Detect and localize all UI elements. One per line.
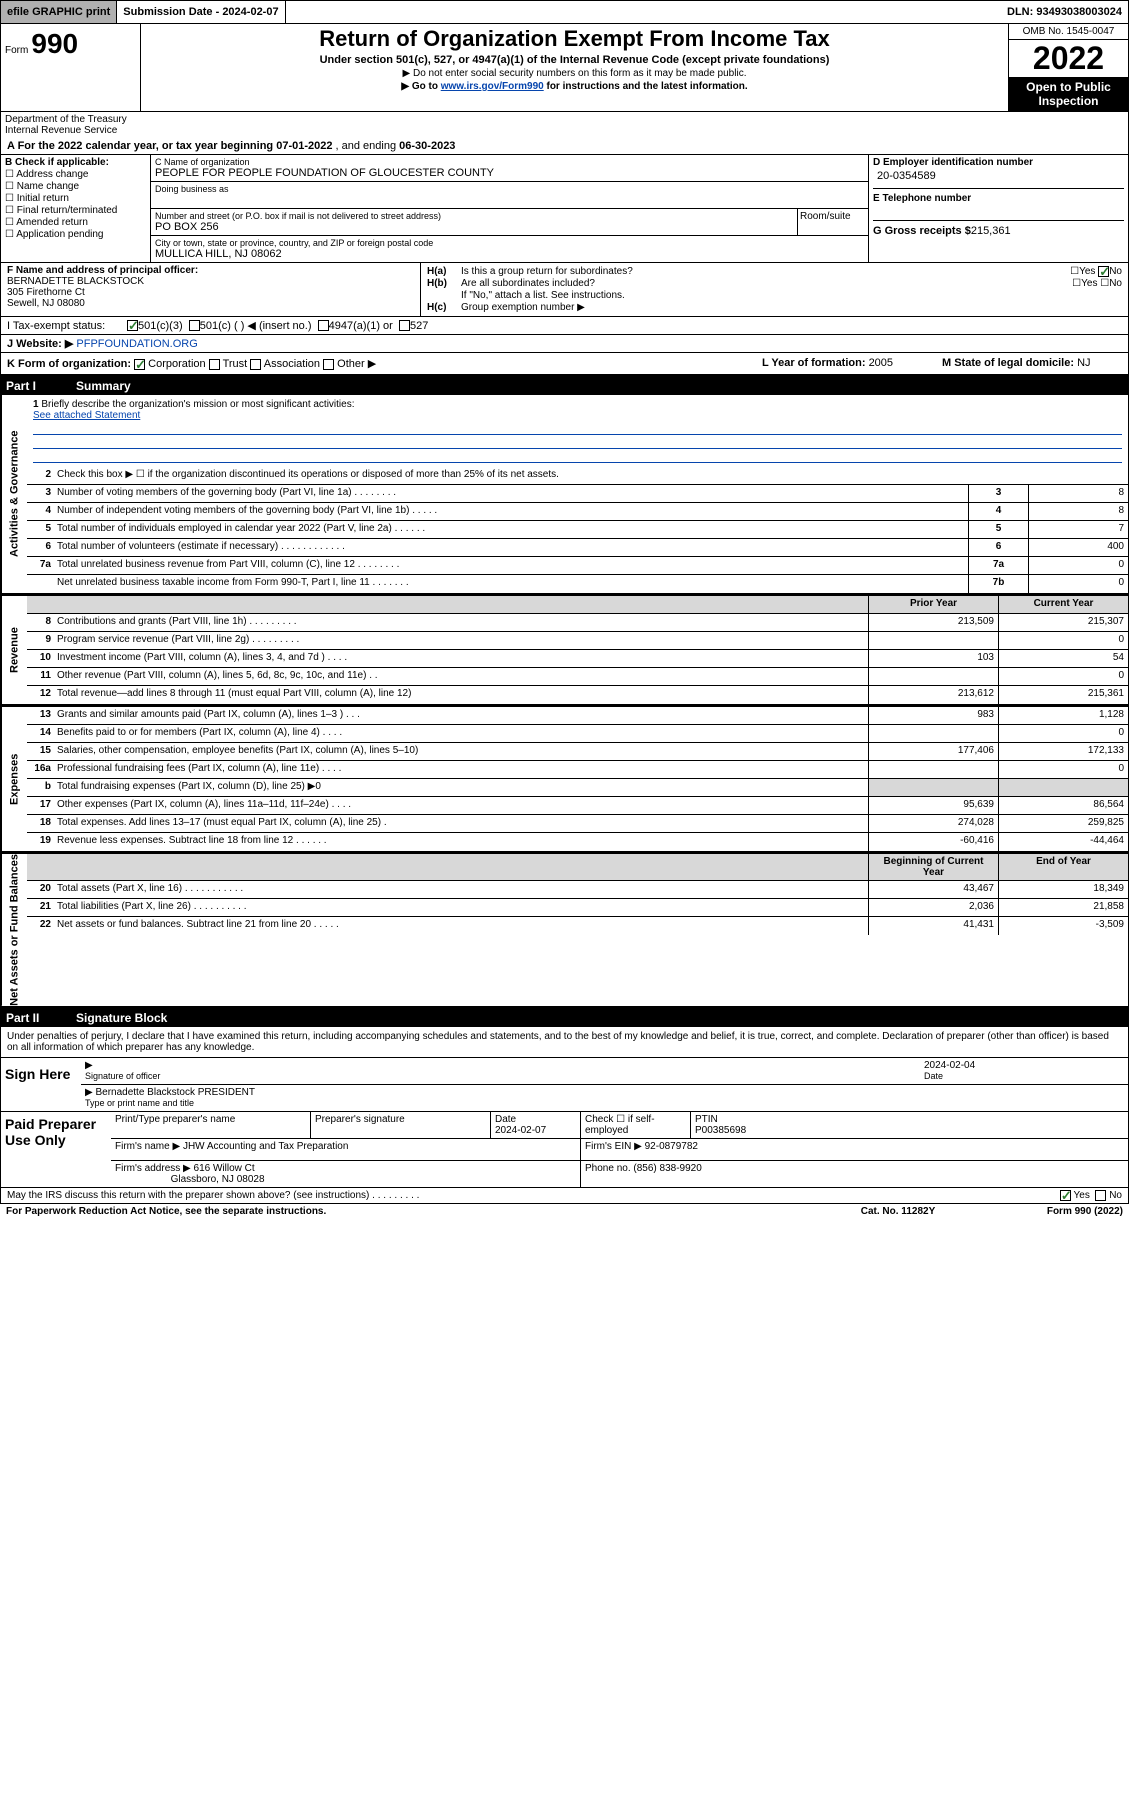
chk-final-return[interactable]: ☐ Final return/terminated <box>5 205 146 216</box>
footer-row: For Paperwork Reduction Act Notice, see … <box>0 1204 1129 1219</box>
row-i-tax-status: I Tax-exempt status: 501(c)(3) 501(c) ( … <box>0 316 1129 334</box>
chk-name-change[interactable]: ☐ Name change <box>5 181 146 192</box>
chk-4947[interactable] <box>318 320 329 331</box>
paid-preparer-block: Paid Preparer Use Only Print/Type prepar… <box>0 1112 1129 1188</box>
dln-number: DLN: 93493038003024 <box>1001 1 1128 23</box>
gross-receipts-value: 215,361 <box>971 225 1011 237</box>
col-f-officer: F Name and address of principal officer:… <box>1 263 421 316</box>
ein-label: D Employer identification number <box>873 157 1124 168</box>
form-label: Form <box>5 45 28 56</box>
side-label-revenue: Revenue <box>1 596 27 704</box>
sign-here-label: Sign Here <box>1 1058 81 1111</box>
side-label-activities: Activities & Governance <box>1 395 27 593</box>
chk-other[interactable] <box>323 359 334 370</box>
dba-label: Doing business as <box>155 184 864 194</box>
chk-501c[interactable] <box>189 320 200 331</box>
org-city: MULLICA HILL, NJ 08062 <box>155 248 864 260</box>
efile-print-button[interactable]: efile GRAPHIC print <box>1 1 117 23</box>
chk-amended-return[interactable]: ☐ Amended return <box>5 217 146 228</box>
block-fh: F Name and address of principal officer:… <box>0 262 1129 316</box>
form-subtitle: Under section 501(c), 527, or 4947(a)(1)… <box>143 54 1006 66</box>
col-b-checkboxes: B Check if applicable: ☐ Address change … <box>1 155 151 262</box>
section-a-tax-year: A For the 2022 calendar year, or tax yea… <box>0 138 1129 155</box>
gross-receipts-label: G Gross receipts $ <box>873 225 971 237</box>
expenses-section: Expenses 13Grants and similar amounts pa… <box>0 707 1129 854</box>
public-inspection-banner: Open to Public Inspection <box>1009 77 1128 111</box>
org-address: PO BOX 256 <box>155 221 793 233</box>
chk-corporation[interactable] <box>134 359 145 370</box>
net-assets-section: Net Assets or Fund Balances Beginning of… <box>0 854 1129 1009</box>
tax-year: 2022 <box>1009 40 1128 77</box>
phone-label: E Telephone number <box>873 193 1124 204</box>
sign-here-block: Sign Here ▶Signature of officer 2024-02-… <box>0 1058 1129 1112</box>
city-label: City or town, state or province, country… <box>155 238 864 248</box>
col-d-ein: D Employer identification number 20-0354… <box>868 155 1128 262</box>
side-label-net-assets: Net Assets or Fund Balances <box>1 854 27 1006</box>
org-name-label: C Name of organization <box>155 157 864 167</box>
room-suite-label: Room/suite <box>798 209 868 235</box>
submission-date: Submission Date - 2024-02-07 <box>117 1 285 23</box>
addr-label: Number and street (or P.O. box if mail i… <box>155 211 793 221</box>
form-note-ssn: ▶ Do not enter social security numbers o… <box>143 68 1006 79</box>
form-note-link: ▶ Go to www.irs.gov/Form990 for instruct… <box>143 81 1006 92</box>
ha-no-checked <box>1098 266 1109 277</box>
side-label-expenses: Expenses <box>1 707 27 851</box>
part-ii-header: Part IISignature Block <box>0 1009 1129 1027</box>
top-bar: efile GRAPHIC print Submission Date - 20… <box>0 0 1129 24</box>
org-name: PEOPLE FOR PEOPLE FOUNDATION OF GLOUCEST… <box>155 167 864 179</box>
dept-treasury: Department of the Treasury Internal Reve… <box>1 112 141 138</box>
chk-trust[interactable] <box>209 359 220 370</box>
row-klm: K Form of organization: Corporation Trus… <box>0 352 1129 377</box>
form-header: Form 990 Return of Organization Exempt F… <box>0 24 1129 112</box>
part-i-header: Part ISummary <box>0 377 1129 395</box>
irs-link[interactable]: www.irs.gov/Form990 <box>441 81 544 92</box>
revenue-section: Revenue Prior YearCurrent Year 8Contribu… <box>0 596 1129 707</box>
chk-discuss-yes[interactable] <box>1060 1190 1071 1201</box>
col-h-group: H(a)Is this a group return for subordina… <box>421 263 1128 316</box>
col-c-org-info: C Name of organization PEOPLE FOR PEOPLE… <box>151 155 868 262</box>
chk-527[interactable] <box>399 320 410 331</box>
irs-discuss-row: May the IRS discuss this return with the… <box>0 1188 1129 1204</box>
row-j-website: J Website: ▶ PFPFOUNDATION.ORG <box>0 334 1129 352</box>
ein-value: 20-0354589 <box>873 168 1124 184</box>
chk-association[interactable] <box>250 359 261 370</box>
chk-address-change[interactable]: ☐ Address change <box>5 169 146 180</box>
form-title: Return of Organization Exempt From Incom… <box>143 26 1006 52</box>
block-bcd: B Check if applicable: ☐ Address change … <box>0 155 1129 262</box>
form-number: 990 <box>31 28 78 59</box>
chk-discuss-no[interactable] <box>1095 1190 1106 1201</box>
signature-declaration: Under penalties of perjury, I declare th… <box>0 1027 1129 1058</box>
chk-initial-return[interactable]: ☐ Initial return <box>5 193 146 204</box>
website-link[interactable]: PFPFOUNDATION.ORG <box>76 338 197 350</box>
see-statement-link[interactable]: See attached Statement <box>33 410 140 421</box>
activities-governance-section: Activities & Governance 1 Briefly descri… <box>0 395 1129 596</box>
paid-preparer-label: Paid Preparer Use Only <box>1 1112 111 1187</box>
omb-number: OMB No. 1545-0047 <box>1009 24 1128 40</box>
chk-application-pending[interactable]: ☐ Application pending <box>5 229 146 240</box>
chk-501c3[interactable] <box>127 320 138 331</box>
